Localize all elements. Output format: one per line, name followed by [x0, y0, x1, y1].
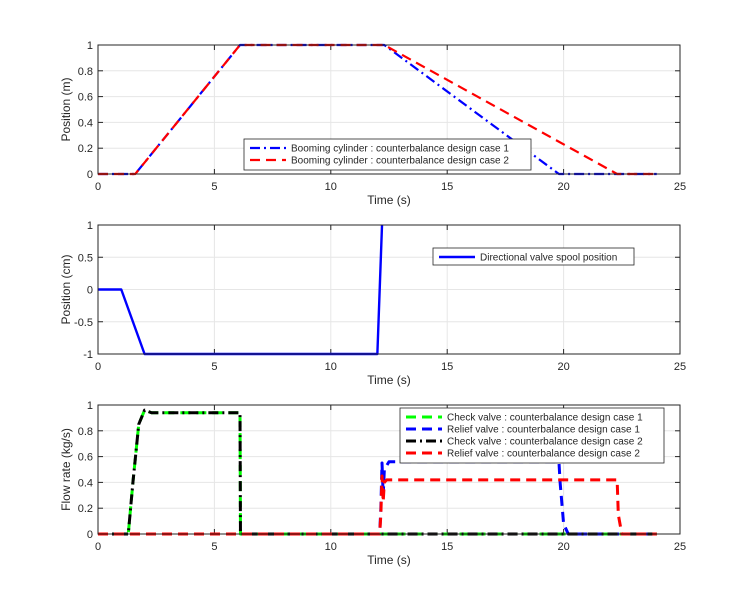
x-tick-label: 5 [211, 541, 217, 553]
y-tick-label: 0 [87, 529, 93, 541]
legend-box [243, 138, 532, 171]
x-tick-label: 10 [325, 361, 337, 373]
x-tick-label: 20 [557, 181, 569, 193]
y-tick-label: 0.2 [78, 503, 93, 515]
y-tick-label: 0.8 [78, 66, 93, 78]
x-tick-label: 0 [95, 361, 101, 373]
x-tick-label: 5 [211, 361, 217, 373]
x-tick-label: 0 [95, 181, 101, 193]
y-tick-label: 0 [87, 169, 93, 181]
y-tick-label: 1 [87, 220, 93, 232]
y-tick-label: 0.5 [78, 252, 93, 264]
legend-label: Relief valve : counterbalance design cas… [447, 425, 640, 436]
y-tick-label: 0 [87, 285, 93, 297]
legend: Check valve : counterbalance design case… [399, 407, 665, 464]
x-tick-label: 10 [325, 181, 337, 193]
x-axis-label: Time (s) [367, 373, 411, 387]
axes-frame [97, 44, 681, 175]
x-tick-label: 25 [674, 361, 686, 373]
y-axis-label: Position (cm) [59, 254, 73, 324]
plot-2: 0 5 10 15 20 25 -1 -0.5 0 0.5 1 Time (s) Position (c… [59, 220, 686, 387]
x-axis-label: Time (s) [367, 193, 411, 207]
x-tick-label: 15 [441, 361, 453, 373]
legend-label: Check valve : counterbalance design case… [447, 437, 643, 448]
x-tick-label: 15 [441, 181, 453, 193]
y-tick-label: 1 [87, 400, 93, 412]
legend-box [432, 247, 635, 266]
y-tick-label: 0.6 [78, 92, 93, 104]
legend-label: Check valve : counterbalance design case… [447, 413, 643, 424]
legend-label: Directional valve spool position [480, 253, 617, 264]
legend: Directional valve spool position [432, 247, 635, 266]
y-tick-label: 1 [87, 40, 93, 52]
series-line-4 [98, 474, 657, 536]
y-axis-label: Position (m) [59, 77, 73, 141]
x-tick-label: 25 [674, 181, 686, 193]
x-tick-label: 20 [557, 361, 569, 373]
y-tick-label: 0.8 [78, 426, 93, 438]
series-line-3 [98, 408, 657, 536]
x-axis-label: Time (s) [367, 553, 411, 567]
y-tick-label: -1 [83, 349, 93, 361]
x-tick-label: 25 [674, 541, 686, 553]
legend-box [399, 407, 665, 464]
x-tick-label: 0 [95, 541, 101, 553]
legend: Booming cylinder : counterbalance design… [243, 138, 532, 171]
y-tick-label: 0.4 [78, 117, 93, 129]
legend-label: Booming cylinder : counterbalance design… [291, 156, 509, 167]
axes-frame [97, 224, 681, 355]
plot-1: 0 5 10 15 20 25 0 0.2 0.4 0.6 0.8 1 Time (s) Position… [59, 40, 686, 207]
y-tick-label: 0.6 [78, 452, 93, 464]
x-tick-label: 20 [557, 541, 569, 553]
plot-3: 0 5 10 15 20 25 0 0.2 0.4 0.6 0.8 1 Time (s) Flow rat… [59, 400, 686, 567]
axes-frame [97, 404, 681, 535]
legend-label: Relief valve : counterbalance design cas… [447, 449, 640, 460]
x-tick-label: 10 [325, 541, 337, 553]
x-tick-label: 5 [211, 181, 217, 193]
x-tick-label: 15 [441, 541, 453, 553]
y-tick-label: 0.2 [78, 143, 93, 155]
y-tick-label: -0.5 [74, 317, 93, 329]
y-tick-label: 0.4 [78, 477, 93, 489]
legend-label: Booming cylinder : counterbalance design… [291, 144, 509, 155]
y-axis-label: Flow rate (kg/s) [59, 428, 73, 511]
